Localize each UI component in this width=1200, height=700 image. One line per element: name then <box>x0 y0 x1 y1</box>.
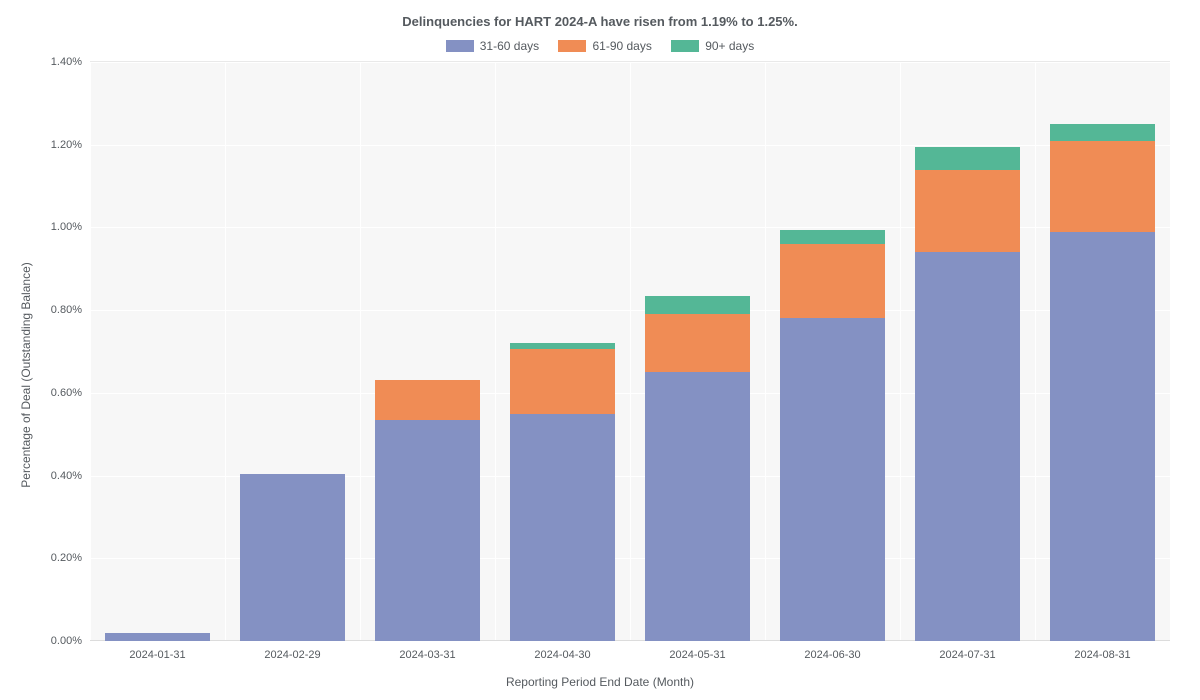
bar-segment <box>375 420 480 641</box>
delinquency-chart: Delinquencies for HART 2024-A have risen… <box>0 0 1200 700</box>
horizontal-gridline <box>90 145 1170 146</box>
legend-label-90plus: 90+ days <box>705 39 754 53</box>
vertical-gridline <box>765 62 766 641</box>
bar-group <box>915 147 1020 641</box>
y-tick-label: 0.20% <box>51 552 90 564</box>
x-axis-label: Reporting Period End Date (Month) <box>20 675 1180 689</box>
x-tick-label: 2024-08-31 <box>1074 641 1130 661</box>
bar-group <box>375 380 480 641</box>
bar-group <box>105 633 210 641</box>
bar-segment <box>915 170 1020 253</box>
y-tick-label: 1.00% <box>51 221 90 233</box>
x-tick-label: 2024-05-31 <box>669 641 725 661</box>
bar-group <box>780 230 885 641</box>
legend-item-90plus: 90+ days <box>671 39 754 53</box>
vertical-gridline <box>630 62 631 641</box>
bar-group <box>240 474 345 641</box>
x-tick-label: 2024-02-29 <box>264 641 320 661</box>
bar-segment <box>510 414 615 641</box>
chart-legend: 31-60 days 61-90 days 90+ days <box>20 39 1180 55</box>
vertical-gridline <box>90 62 91 641</box>
bar-segment <box>645 296 750 315</box>
bar-group <box>645 296 750 641</box>
y-tick-label: 0.80% <box>51 304 90 316</box>
bar-segment <box>780 244 885 318</box>
bar-segment <box>375 380 480 419</box>
y-axis-label: Percentage of Deal (Outstanding Balance) <box>19 262 33 487</box>
legend-item-61-90: 61-90 days <box>558 39 651 53</box>
chart-title: Delinquencies for HART 2024-A have risen… <box>20 14 1180 29</box>
x-tick-label: 2024-07-31 <box>939 641 995 661</box>
bar-segment <box>915 147 1020 170</box>
bar-segment <box>510 349 615 413</box>
plot-area: 0.00%0.20%0.40%0.60%0.80%1.00%1.20%1.40%… <box>90 61 1170 641</box>
x-tick-label: 2024-01-31 <box>129 641 185 661</box>
x-tick-label: 2024-04-30 <box>534 641 590 661</box>
bar-segment <box>780 230 885 244</box>
y-tick-label: 0.40% <box>51 470 90 482</box>
legend-item-31-60: 31-60 days <box>446 39 539 53</box>
bar-group <box>1050 124 1155 641</box>
bar-segment <box>645 314 750 372</box>
bar-segment <box>1050 124 1155 141</box>
bar-group <box>510 343 615 641</box>
vertical-gridline <box>495 62 496 641</box>
x-tick-label: 2024-06-30 <box>804 641 860 661</box>
legend-swatch-61-90 <box>558 40 586 52</box>
legend-label-61-90: 61-90 days <box>592 39 651 53</box>
vertical-gridline <box>1170 62 1171 641</box>
y-tick-label: 0.60% <box>51 387 90 399</box>
y-tick-label: 0.00% <box>51 635 90 647</box>
horizontal-gridline <box>90 62 1170 63</box>
grid-band <box>90 62 225 641</box>
y-tick-label: 1.20% <box>51 139 90 151</box>
bar-segment <box>1050 141 1155 232</box>
vertical-gridline <box>900 62 901 641</box>
y-tick-label: 1.40% <box>51 56 90 68</box>
bar-segment <box>240 474 345 641</box>
bar-segment <box>915 252 1020 641</box>
x-tick-label: 2024-03-31 <box>399 641 455 661</box>
vertical-gridline <box>225 62 226 641</box>
bar-segment <box>105 633 210 641</box>
legend-swatch-90plus <box>671 40 699 52</box>
horizontal-gridline <box>90 641 1170 642</box>
legend-swatch-31-60 <box>446 40 474 52</box>
vertical-gridline <box>360 62 361 641</box>
vertical-gridline <box>1035 62 1036 641</box>
bar-segment <box>780 318 885 641</box>
legend-label-31-60: 31-60 days <box>480 39 539 53</box>
bar-segment <box>1050 232 1155 641</box>
bar-segment <box>645 372 750 641</box>
